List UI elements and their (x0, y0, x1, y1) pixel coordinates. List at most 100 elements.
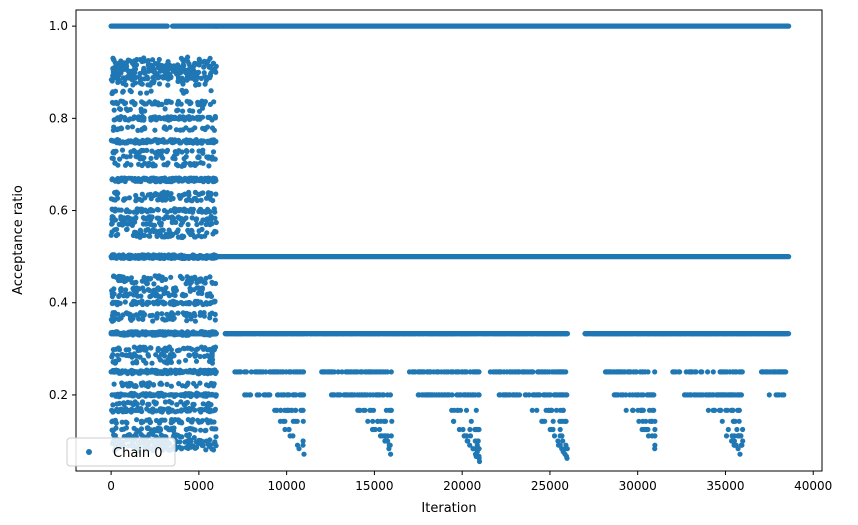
data-point (110, 427, 117, 433)
data-point (196, 407, 202, 413)
data-point (195, 154, 201, 160)
x-tick-label: 5000 (184, 479, 215, 493)
data-point (131, 280, 137, 286)
data-point (243, 369, 250, 375)
data-point (381, 418, 387, 424)
data-point (204, 291, 210, 297)
data-point (719, 418, 725, 424)
data-point (122, 196, 129, 202)
data-point (139, 162, 145, 169)
data-point (740, 438, 746, 444)
data-point (298, 407, 304, 413)
data-point (205, 114, 211, 120)
data-point (183, 444, 189, 451)
data-point (388, 433, 394, 439)
data-point (127, 221, 133, 227)
data-point (186, 352, 193, 359)
data-point (193, 358, 200, 364)
data-point (205, 391, 211, 397)
data-point (140, 419, 146, 425)
data-point (475, 438, 481, 444)
data-point (193, 217, 199, 223)
data-point (553, 407, 560, 413)
data-point (192, 318, 198, 324)
data-point (155, 75, 161, 81)
data-point (165, 357, 171, 363)
data-point (139, 99, 145, 105)
data-point (208, 88, 214, 94)
data-point (128, 317, 134, 323)
data-point (300, 438, 306, 444)
data-point (123, 75, 129, 81)
data-point (203, 447, 209, 453)
data-point (163, 231, 169, 237)
data-point (300, 442, 306, 448)
data-point (381, 392, 387, 398)
data-point (190, 369, 196, 376)
data-point (151, 399, 157, 405)
data-point (208, 357, 214, 363)
data-point (165, 312, 171, 318)
data-point (176, 381, 182, 387)
data-point (179, 149, 185, 155)
data-point (188, 138, 195, 144)
data-point (110, 409, 116, 415)
data-point (143, 252, 149, 258)
data-point (209, 426, 215, 432)
data-point (120, 330, 126, 336)
data-point (289, 407, 295, 413)
data-point (384, 438, 390, 444)
data-point (184, 98, 190, 104)
data-point (212, 407, 218, 413)
data-point (179, 178, 185, 184)
data-point (212, 317, 218, 323)
data-point (651, 392, 657, 398)
data-point (171, 428, 177, 434)
data-point (560, 438, 566, 444)
data-point (156, 220, 163, 226)
data-point (202, 280, 208, 286)
data-point (212, 228, 218, 234)
data-point (129, 124, 136, 130)
data-point (171, 252, 177, 258)
data-point (134, 206, 140, 212)
data-point (148, 155, 154, 161)
data-point (162, 353, 168, 359)
data-point (202, 175, 208, 181)
data-point (699, 369, 705, 375)
data-point (651, 407, 657, 413)
data-point (783, 369, 789, 375)
data-point (174, 402, 180, 408)
data-point (195, 69, 202, 75)
data-point (296, 446, 302, 452)
data-point (115, 409, 121, 415)
data-point (563, 442, 569, 448)
data-point (176, 192, 182, 199)
data-point (189, 346, 195, 352)
data-point (121, 293, 127, 299)
data-point (138, 432, 144, 438)
data-point (165, 82, 171, 88)
data-point (213, 252, 219, 259)
data-point (282, 407, 288, 413)
data-point (149, 368, 155, 374)
data-point (145, 352, 151, 358)
data-point (119, 351, 125, 358)
data-point (550, 418, 556, 424)
data-point (108, 196, 114, 202)
data-point (181, 346, 187, 352)
data-point (112, 178, 118, 184)
data-point (174, 68, 180, 74)
data-point (137, 149, 143, 155)
data-point (116, 221, 122, 227)
data-point (191, 435, 197, 441)
data-point (150, 291, 156, 298)
data-point (109, 138, 115, 144)
data-point (136, 253, 142, 259)
data-point (155, 139, 161, 145)
data-point (212, 439, 218, 445)
data-point (534, 407, 540, 413)
data-point (468, 418, 474, 424)
data-point (560, 418, 566, 424)
data-point (170, 285, 177, 292)
